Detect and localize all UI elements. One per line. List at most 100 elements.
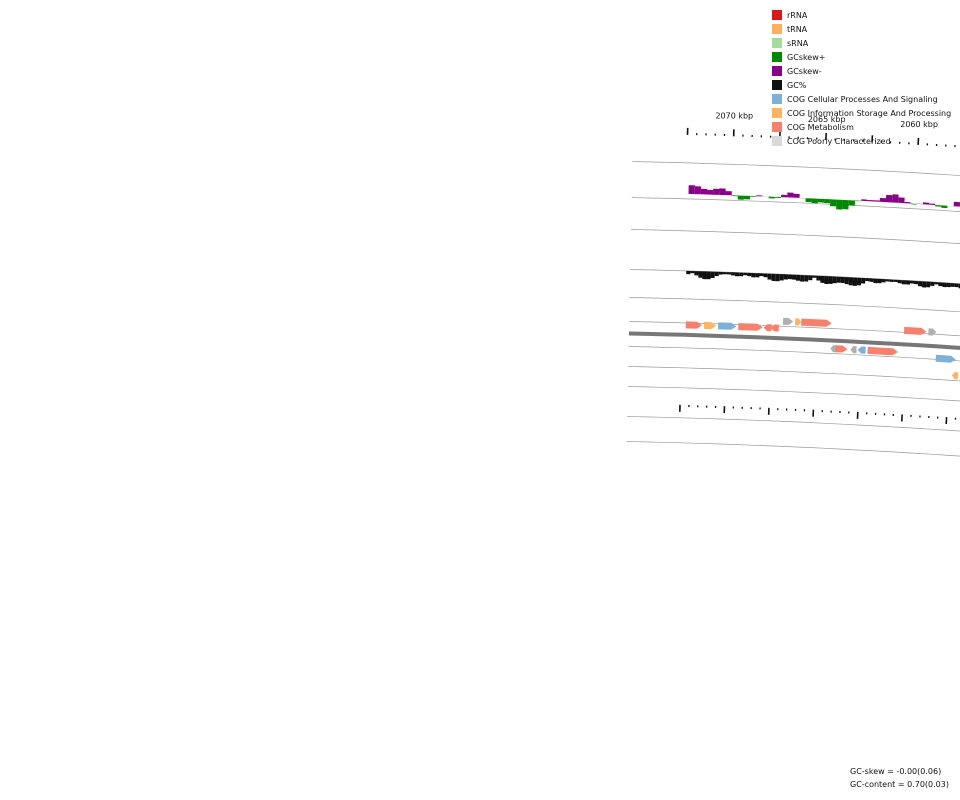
gc-content-bar bbox=[747, 272, 752, 277]
guide-circle bbox=[627, 386, 960, 402]
gc-skew-bar bbox=[781, 194, 788, 198]
gc-content-bar bbox=[702, 271, 707, 280]
gc-skew-bar bbox=[947, 205, 954, 207]
gc-content-bar bbox=[865, 278, 870, 282]
gc-skew-bar bbox=[929, 203, 936, 205]
gc-content-bar bbox=[775, 274, 780, 282]
gc-content-bar bbox=[808, 275, 813, 281]
gene-feature bbox=[935, 354, 956, 363]
legend-item: COG Poorly Characterized bbox=[772, 134, 951, 148]
gc-content-bar bbox=[779, 274, 784, 281]
gc-skew-stat: GC-skew = -0.00(0.06) bbox=[850, 767, 942, 776]
legend-swatch bbox=[772, 80, 782, 90]
gc-content-bar bbox=[844, 277, 850, 285]
gc-content-bar bbox=[743, 272, 748, 276]
gc-content-bar bbox=[755, 273, 760, 278]
gc-skew-bar bbox=[873, 200, 880, 202]
legend-swatch bbox=[772, 66, 782, 76]
gc-content-bar bbox=[800, 275, 805, 282]
gc-content-bar bbox=[930, 281, 935, 286]
legend-label: COG Cellular Processes And Signaling bbox=[787, 94, 938, 104]
gc-skew-bar bbox=[916, 203, 923, 205]
legend-item: sRNA bbox=[772, 36, 951, 50]
gc-content-bar bbox=[767, 273, 772, 280]
gene-feature bbox=[801, 318, 832, 327]
gc-content-bar bbox=[909, 280, 915, 284]
gc-skew-bar bbox=[922, 202, 930, 205]
gene-feature bbox=[738, 323, 763, 331]
gc-content-bar bbox=[763, 273, 768, 278]
gc-content-bar bbox=[832, 276, 837, 284]
gene-feature bbox=[782, 317, 794, 325]
gc-skew-bar bbox=[799, 197, 806, 199]
gc-content-bar bbox=[873, 278, 878, 284]
gc-content-bar bbox=[771, 273, 776, 282]
gc-content-bar bbox=[751, 273, 756, 278]
tick-label: 2060 kbp bbox=[900, 120, 938, 129]
legend-label: COG Information Storage And Processing bbox=[787, 108, 952, 118]
gc-skew-bar bbox=[848, 200, 855, 206]
gc-content-bar bbox=[731, 272, 736, 276]
gc-skew-bar bbox=[842, 199, 849, 210]
gene-feature bbox=[830, 345, 837, 353]
gc-skew-bar bbox=[910, 203, 917, 205]
gc-content-bar bbox=[787, 274, 793, 280]
legend-label: COG Metabolism bbox=[787, 122, 854, 132]
legend-item: rRNA bbox=[772, 8, 951, 22]
gc-skew-bar bbox=[713, 188, 720, 195]
legend-swatch bbox=[772, 10, 782, 20]
gc-skew-bar bbox=[700, 188, 708, 195]
gc-skew-bar bbox=[935, 205, 942, 207]
gc-skew-bar bbox=[719, 188, 726, 196]
gene-feature bbox=[770, 324, 779, 332]
legend-swatch bbox=[772, 136, 782, 146]
gc-content-bar bbox=[885, 279, 890, 282]
gene-feature bbox=[703, 321, 717, 330]
gc-content-bar bbox=[735, 272, 740, 277]
gc-content-bar bbox=[917, 281, 923, 287]
gc-skew-bar bbox=[811, 198, 818, 204]
gc-content-bar bbox=[710, 271, 715, 278]
gc-content-bar bbox=[897, 279, 902, 284]
gene-feature bbox=[951, 372, 959, 380]
tick-label: 2070 kbp bbox=[715, 111, 753, 120]
gc-skew-bar bbox=[750, 195, 757, 197]
gc-skew-bar bbox=[904, 201, 911, 204]
gc-content-bar bbox=[812, 275, 817, 278]
gc-content-bar bbox=[694, 271, 699, 276]
gc-skew-bar bbox=[892, 194, 899, 203]
legend-label: sRNA bbox=[787, 38, 809, 48]
guide-circle bbox=[628, 366, 960, 382]
legend-item: COG Information Storage And Processing bbox=[772, 106, 951, 120]
gc-content-bar bbox=[706, 271, 711, 280]
legend-swatch bbox=[772, 52, 782, 62]
legend-item: GCskew+ bbox=[772, 50, 951, 64]
gc-skew-bar bbox=[707, 189, 714, 195]
legend-label: rRNA bbox=[787, 10, 808, 20]
gc-content-bar bbox=[856, 277, 862, 286]
gc-skew-bar bbox=[953, 201, 960, 207]
gc-content-bar bbox=[861, 277, 866, 284]
gc-skew-bar bbox=[768, 196, 775, 199]
gc-skew-bar bbox=[793, 193, 800, 198]
gc-content-bar bbox=[698, 271, 703, 278]
legend-label: COG Poorly Characterized bbox=[787, 136, 891, 146]
gene-feature bbox=[867, 346, 898, 356]
guide-circle bbox=[632, 161, 960, 176]
gc-content-bar bbox=[686, 270, 691, 275]
gc-content-bar bbox=[942, 282, 947, 288]
legend-label: GCskew+ bbox=[787, 52, 826, 62]
gc-content-bar bbox=[759, 273, 764, 277]
gc-content-bar bbox=[783, 274, 789, 280]
gene-feature bbox=[718, 322, 737, 330]
guide-circle bbox=[626, 441, 960, 457]
gc-skew-bar bbox=[941, 205, 948, 209]
gc-skew-bar bbox=[774, 196, 781, 198]
gc-content-bar bbox=[934, 282, 939, 285]
gene-feature bbox=[685, 321, 702, 329]
gc-skew-bar bbox=[861, 199, 868, 202]
gc-content-bar bbox=[954, 283, 959, 288]
legend-label: tRNA bbox=[787, 24, 808, 34]
gc-skew-bar bbox=[855, 200, 862, 202]
gc-content-bar bbox=[946, 282, 951, 288]
